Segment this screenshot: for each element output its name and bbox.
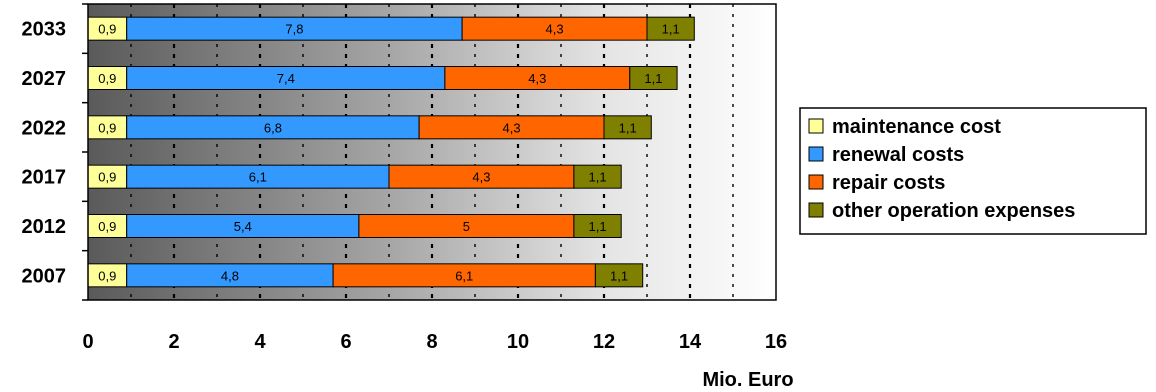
data-label: 5,4 [234,219,252,234]
x-axis-title: Mio. Euro [702,369,793,391]
data-label: 1,1 [662,22,680,37]
data-label: 4,3 [472,170,490,185]
data-label: 1,1 [619,120,637,135]
data-label: 7,8 [285,22,303,37]
bar-segment [594,263,644,288]
data-label: 0,9 [98,268,116,283]
x-tick-label: 0 [82,331,93,353]
legend-swatch [808,174,824,190]
data-label: 5 [463,219,470,234]
data-label: 6,1 [249,170,267,185]
bar-segment [603,115,652,140]
bar-segment [629,66,678,90]
data-label: 4,3 [528,71,546,86]
data-label: 6,8 [264,120,282,135]
x-tick-label: 2 [168,331,179,353]
legend-swatch [808,146,824,162]
data-label: 0,9 [98,71,116,86]
legend-swatch [808,202,824,218]
bar-segment [573,164,622,189]
data-label: 0,9 [98,22,116,37]
x-tick-label: 6 [340,331,351,353]
x-tick-label: 10 [507,331,529,353]
axis-labels: 2033 2027 2022 2017 2012 2007 0 2 4 6 8 10 12 14 16 [22,19,788,353]
data-label: 1,1 [644,71,662,86]
x-tick-label: 16 [765,331,787,353]
legend: maintenance cost renewal costs repair cost… [799,107,1147,235]
y-tick-label: 2022 [22,117,67,139]
bar-segment [573,214,622,238]
data-label: 1,1 [589,219,607,234]
plot-frame [87,3,777,301]
x-tick-label: 12 [593,331,615,353]
legend-label: other operation expenses [832,200,1075,222]
x-tick-label: 14 [679,331,702,353]
bar-segment [646,16,695,41]
data-label: 0,9 [98,219,116,234]
data-label: 1,1 [589,170,607,185]
y-tick-label: 2027 [22,68,67,90]
data-label: 0,9 [98,170,116,185]
data-label: 0,9 [98,120,116,135]
y-tick-label: 2033 [22,19,67,41]
legend-label: maintenance cost [832,116,1001,138]
legend-label: renewal costs [832,144,964,166]
legend-label: repair costs [832,172,945,194]
plot-area: 0,9 7,8 4,3 1,1 0,9 7,4 4,3 1,1 0,9 6,8 4,3 1,1 0,9 6… [82,3,777,301]
x-tick-label: 4 [254,331,266,353]
data-label: 6,1 [455,268,473,283]
x-tick-label: 8 [426,331,437,353]
y-tick-label: 2012 [22,216,67,238]
legend-swatch [808,118,824,134]
plot-background [88,4,776,300]
y-tick-label: 2007 [22,265,67,287]
data-label: 1,1 [610,268,628,283]
data-label: 4,3 [546,22,564,37]
legend-box [799,107,1147,235]
data-label: 4,8 [221,268,239,283]
data-label: 4,3 [503,120,521,135]
data-label: 7,4 [277,71,295,86]
y-tick-label: 2017 [22,167,67,189]
